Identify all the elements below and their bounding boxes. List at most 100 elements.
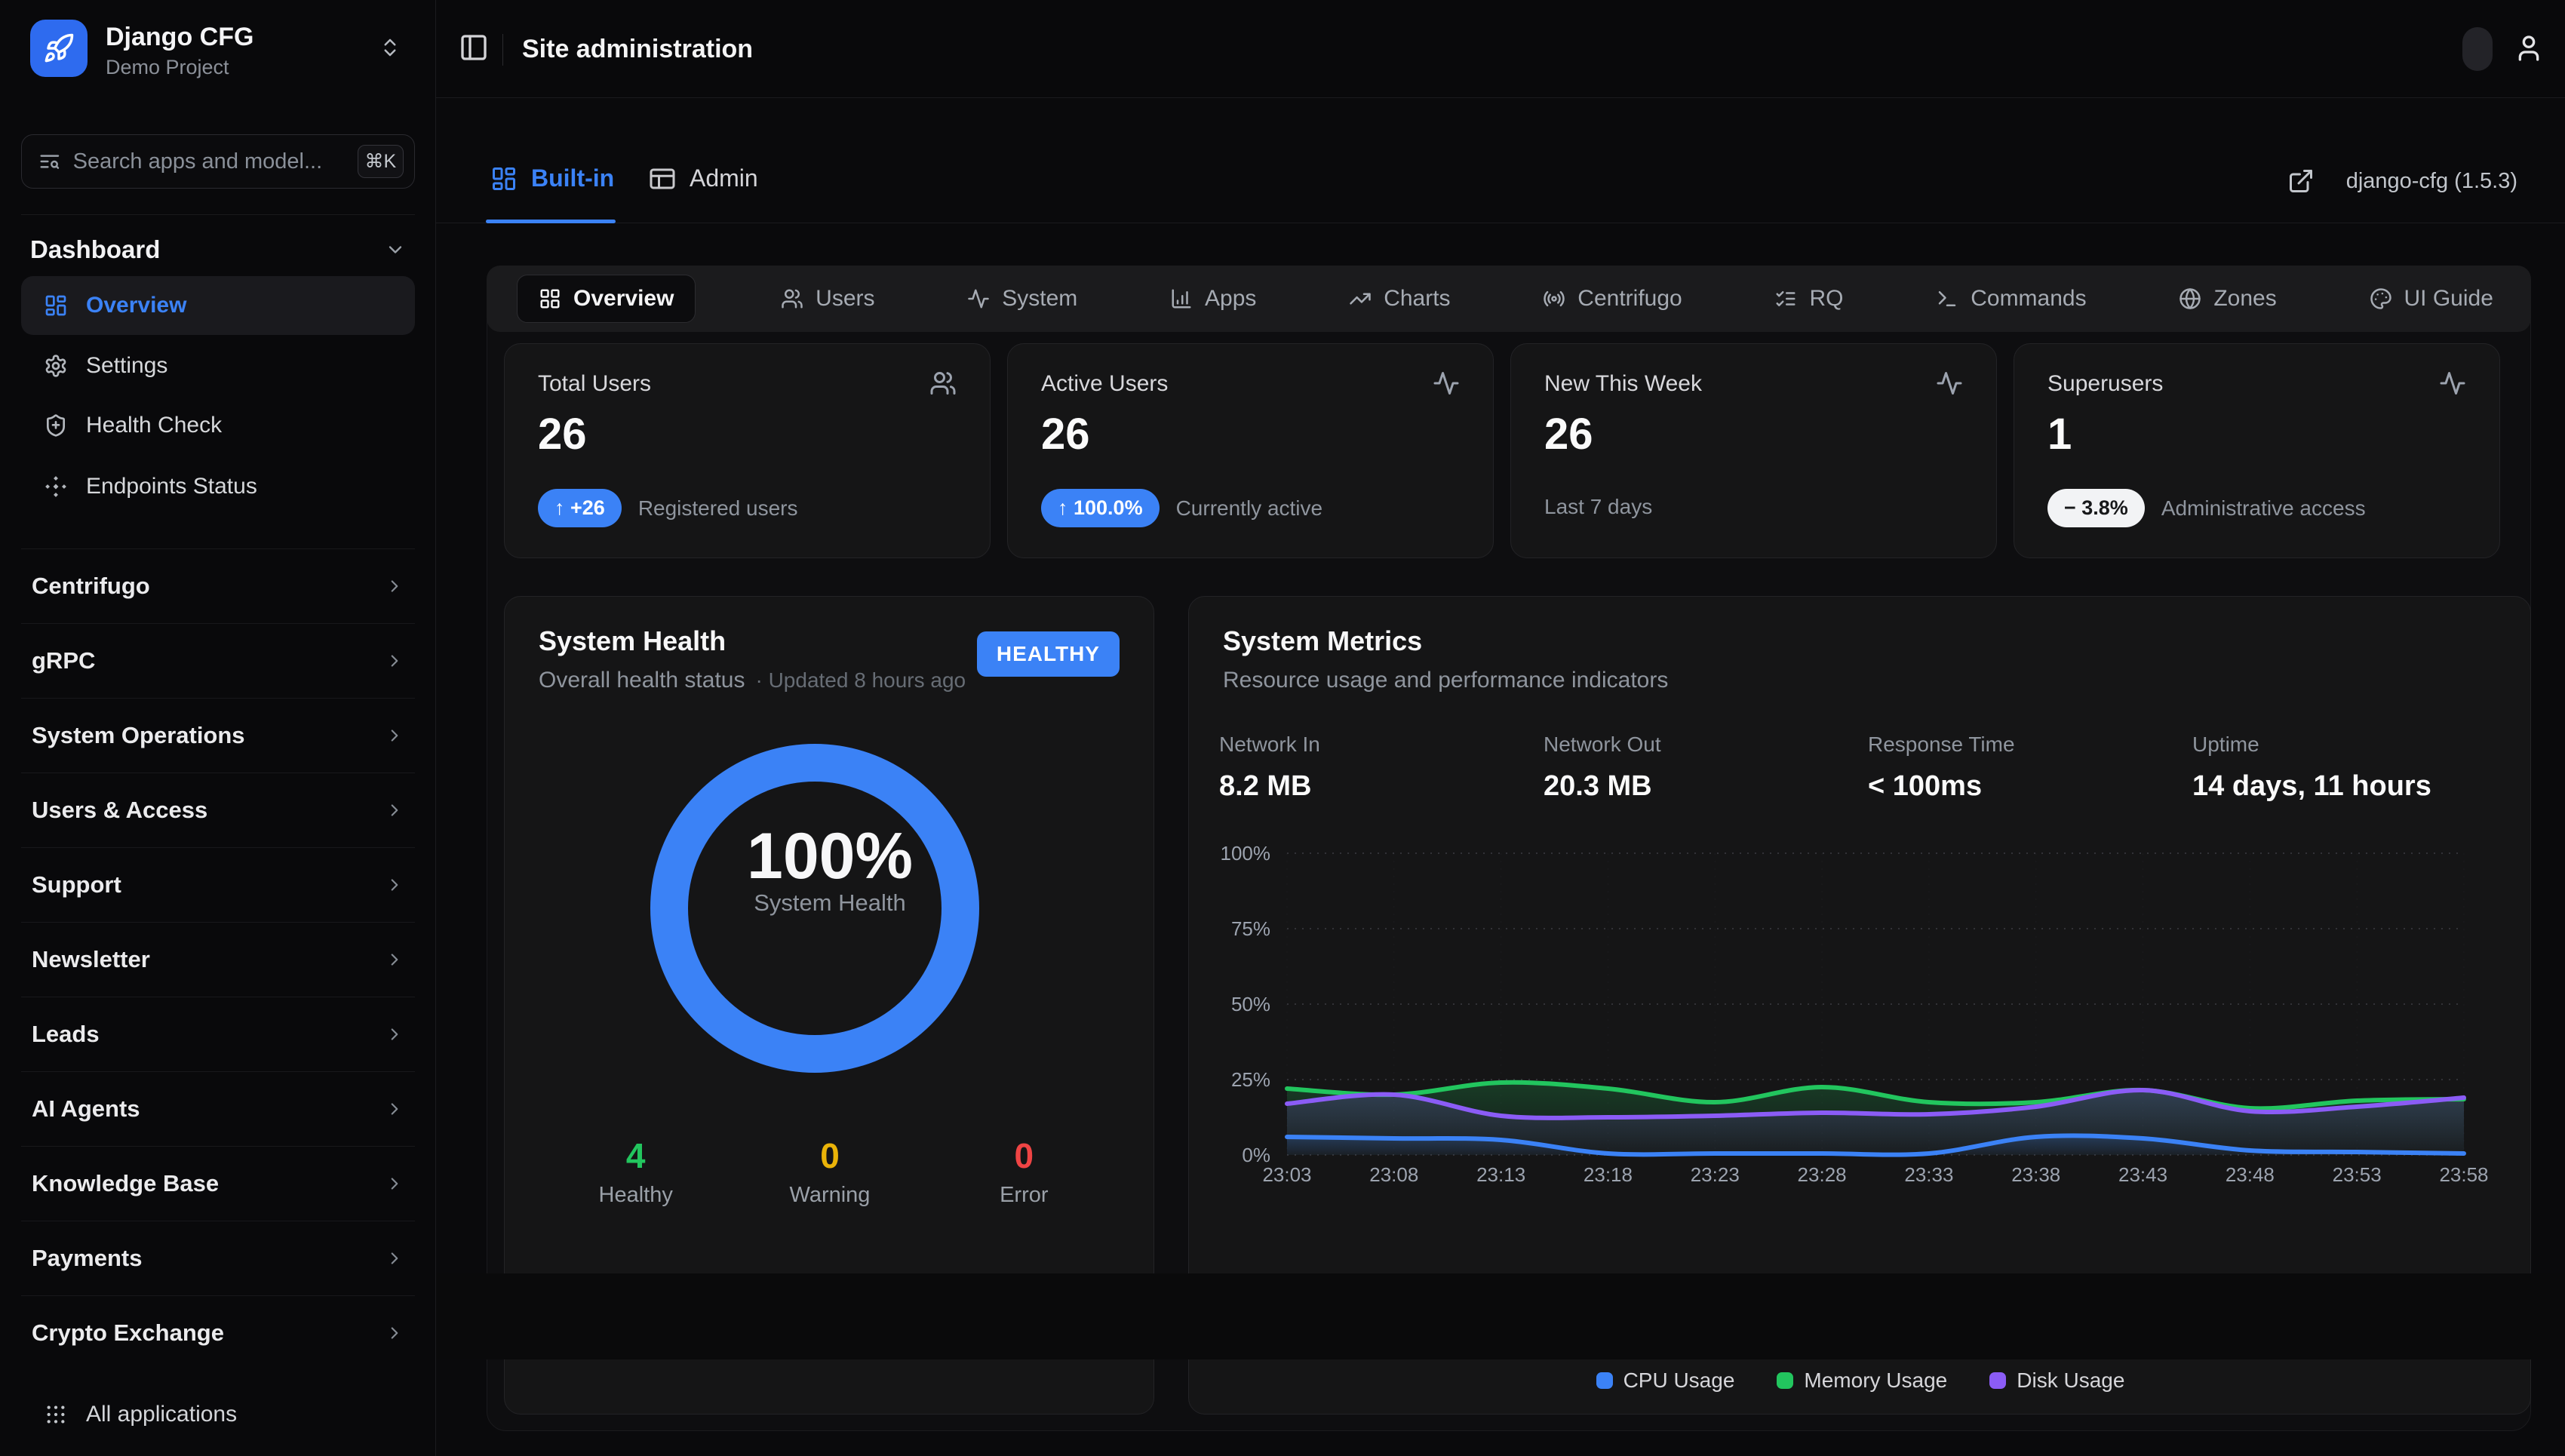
- layout-dashboard-icon: [493, 167, 515, 190]
- svg-text:100%: 100%: [1221, 842, 1271, 865]
- svg-text:23:03: 23:03: [1262, 1163, 1311, 1186]
- globe-icon: [2179, 288, 2201, 309]
- chevron-right-icon: [391, 1327, 398, 1339]
- workspace-name: Django CFG: [106, 23, 254, 51]
- sidebar-section-support[interactable]: Support: [21, 847, 415, 922]
- scroll-overlay-band: [436, 1273, 2565, 1359]
- users-icon: [782, 289, 803, 309]
- sidebar-item-overview[interactable]: Overview: [21, 276, 415, 335]
- sidebar-sections: Centrifugo gRPC System Operations Users …: [21, 548, 415, 1370]
- sidebar-section-payments[interactable]: Payments: [21, 1221, 415, 1295]
- subtab-charts[interactable]: Charts: [1341, 286, 1458, 312]
- subtab-apps[interactable]: Apps: [1163, 286, 1264, 312]
- sidebar-section-users-access[interactable]: Users & Access: [21, 773, 415, 847]
- sidebar-section-knowledge-base[interactable]: Knowledge Base: [21, 1146, 415, 1221]
- health-stats-row: 4 Healthy 0 Warning 0 Error: [539, 1136, 1121, 1208]
- sidebar-item-health-check[interactable]: Health Check: [21, 396, 415, 455]
- active-tab-underline: [486, 220, 616, 223]
- trend-badge: ↑ 100.0%: [1041, 489, 1160, 527]
- kpi-network-in: Network In 8.2 MB: [1219, 733, 1320, 802]
- sidebar-section-ai-agents[interactable]: AI Agents: [21, 1071, 415, 1146]
- svg-text:23:23: 23:23: [1691, 1163, 1740, 1186]
- svg-text:0%: 0%: [1242, 1144, 1270, 1166]
- svg-text:50%: 50%: [1231, 993, 1270, 1015]
- workspace-switcher[interactable]: Django CFG Demo Project: [30, 17, 415, 81]
- chart-legend: CPU Usage Memory Usage Disk Usage: [1189, 1368, 2532, 1393]
- trending-up-icon: [1350, 293, 1371, 305]
- chevron-down-icon: [389, 246, 402, 253]
- search-input[interactable]: [72, 149, 358, 174]
- sidebar-section-leads[interactable]: Leads: [21, 997, 415, 1071]
- svg-text:23:53: 23:53: [2333, 1163, 2382, 1186]
- subtab-users[interactable]: Users: [773, 286, 882, 312]
- subtab-system[interactable]: System: [960, 286, 1085, 312]
- external-link-icon: [2289, 170, 2312, 192]
- version-link[interactable]: django-cfg (1.5.3): [2287, 167, 2517, 195]
- brand-logo: [30, 20, 88, 77]
- list-checks-icon: [1776, 291, 1796, 306]
- chevron-right-icon: [391, 1028, 398, 1040]
- chevrons-up-down-icon[interactable]: [379, 36, 401, 59]
- sidebar-section-newsletter[interactable]: Newsletter: [21, 922, 415, 997]
- svg-text:75%: 75%: [1231, 917, 1270, 940]
- sidebar-item-all-applications[interactable]: All applications: [21, 1385, 415, 1444]
- subtab-commands[interactable]: Commands: [1928, 286, 2093, 312]
- warning-stat: 0 Warning: [789, 1136, 871, 1207]
- activity-icon: [968, 289, 990, 309]
- svg-text:23:58: 23:58: [2439, 1163, 2488, 1186]
- rocket-icon: [45, 33, 74, 63]
- page-title: Site administration: [522, 35, 754, 63]
- trend-badge: − 3.8%: [2047, 489, 2145, 527]
- theme-toggle[interactable]: [2462, 27, 2493, 71]
- subtab-ui-guide[interactable]: UI Guide: [2362, 286, 2501, 312]
- svg-text:23:18: 23:18: [1584, 1163, 1633, 1186]
- kpi-uptime: Uptime 14 days, 11 hours: [2192, 733, 2431, 802]
- subtab-rq[interactable]: RQ: [1767, 286, 1851, 312]
- sidebar-section-centrifugo[interactable]: Centrifugo: [21, 548, 415, 623]
- chevron-right-icon: [391, 655, 398, 667]
- users-icon: [930, 372, 956, 395]
- keyboard-shortcut-badge: ⌘K: [357, 145, 404, 178]
- app-window-icon: [650, 168, 675, 189]
- user-menu-button[interactable]: [2514, 33, 2544, 63]
- sidebar-group-dashboard[interactable]: Dashboard: [30, 235, 406, 264]
- chevron-right-icon: [391, 879, 398, 891]
- stat-card-superusers: Superusers 1 − 3.8% Administrative acces…: [2014, 343, 2500, 558]
- subtab-overview[interactable]: Overview: [517, 275, 696, 323]
- activity-icon: [1433, 372, 1459, 395]
- bar-chart-icon: [1172, 289, 1191, 309]
- subtab-zones[interactable]: Zones: [2171, 286, 2284, 312]
- svg-text:23:43: 23:43: [2118, 1163, 2167, 1186]
- sidebar-item-endpoints-status[interactable]: Endpoints Status: [21, 457, 415, 516]
- svg-text:23:28: 23:28: [1798, 1163, 1847, 1186]
- svg-text:23:48: 23:48: [2226, 1163, 2275, 1186]
- sidebar: Django CFG Demo Project ⌘K Dashboard Ove…: [0, 0, 436, 1456]
- sidebar-section-grpc[interactable]: gRPC: [21, 623, 415, 698]
- subtab-centrifugo[interactable]: Centrifugo: [1535, 286, 1689, 312]
- sidebar-item-settings[interactable]: Settings: [21, 336, 415, 395]
- tab-admin[interactable]: Admin: [649, 164, 758, 192]
- primary-tabbar: Built-in Admin django-cfg (1.5.3): [436, 98, 2565, 223]
- chevron-right-icon: [391, 730, 398, 742]
- legend-cpu-usage: CPU Usage: [1596, 1368, 1734, 1393]
- health-gauge-label: 100% System Health: [747, 820, 913, 916]
- user-icon: [2518, 35, 2539, 61]
- stat-card-total-users: Total Users 26 ↑ +26 Registered users: [504, 343, 991, 558]
- chevron-right-icon: [391, 1178, 398, 1190]
- sidebar-section-crypto-exchange[interactable]: Crypto Exchange: [21, 1295, 415, 1370]
- layout-dashboard-icon: [45, 295, 66, 316]
- tab-built-in[interactable]: Built-in: [490, 164, 614, 192]
- top-header: Site administration: [436, 0, 2565, 98]
- svg-text:25%: 25%: [1231, 1068, 1270, 1091]
- legend-disk-usage: Disk Usage: [1989, 1368, 2124, 1393]
- endpoints-icon: [45, 476, 66, 497]
- sidebar-section-system-operations[interactable]: System Operations: [21, 698, 415, 773]
- sidebar-divider: [21, 214, 415, 215]
- search-box[interactable]: ⌘K: [21, 134, 415, 189]
- layout-grid-icon: [540, 289, 560, 309]
- text-search-icon: [40, 155, 60, 169]
- chevron-right-icon: [391, 580, 398, 592]
- sidebar-toggle-button[interactable]: [459, 32, 489, 63]
- shield-plus-icon: [47, 414, 65, 437]
- radio-icon: [1544, 290, 1565, 307]
